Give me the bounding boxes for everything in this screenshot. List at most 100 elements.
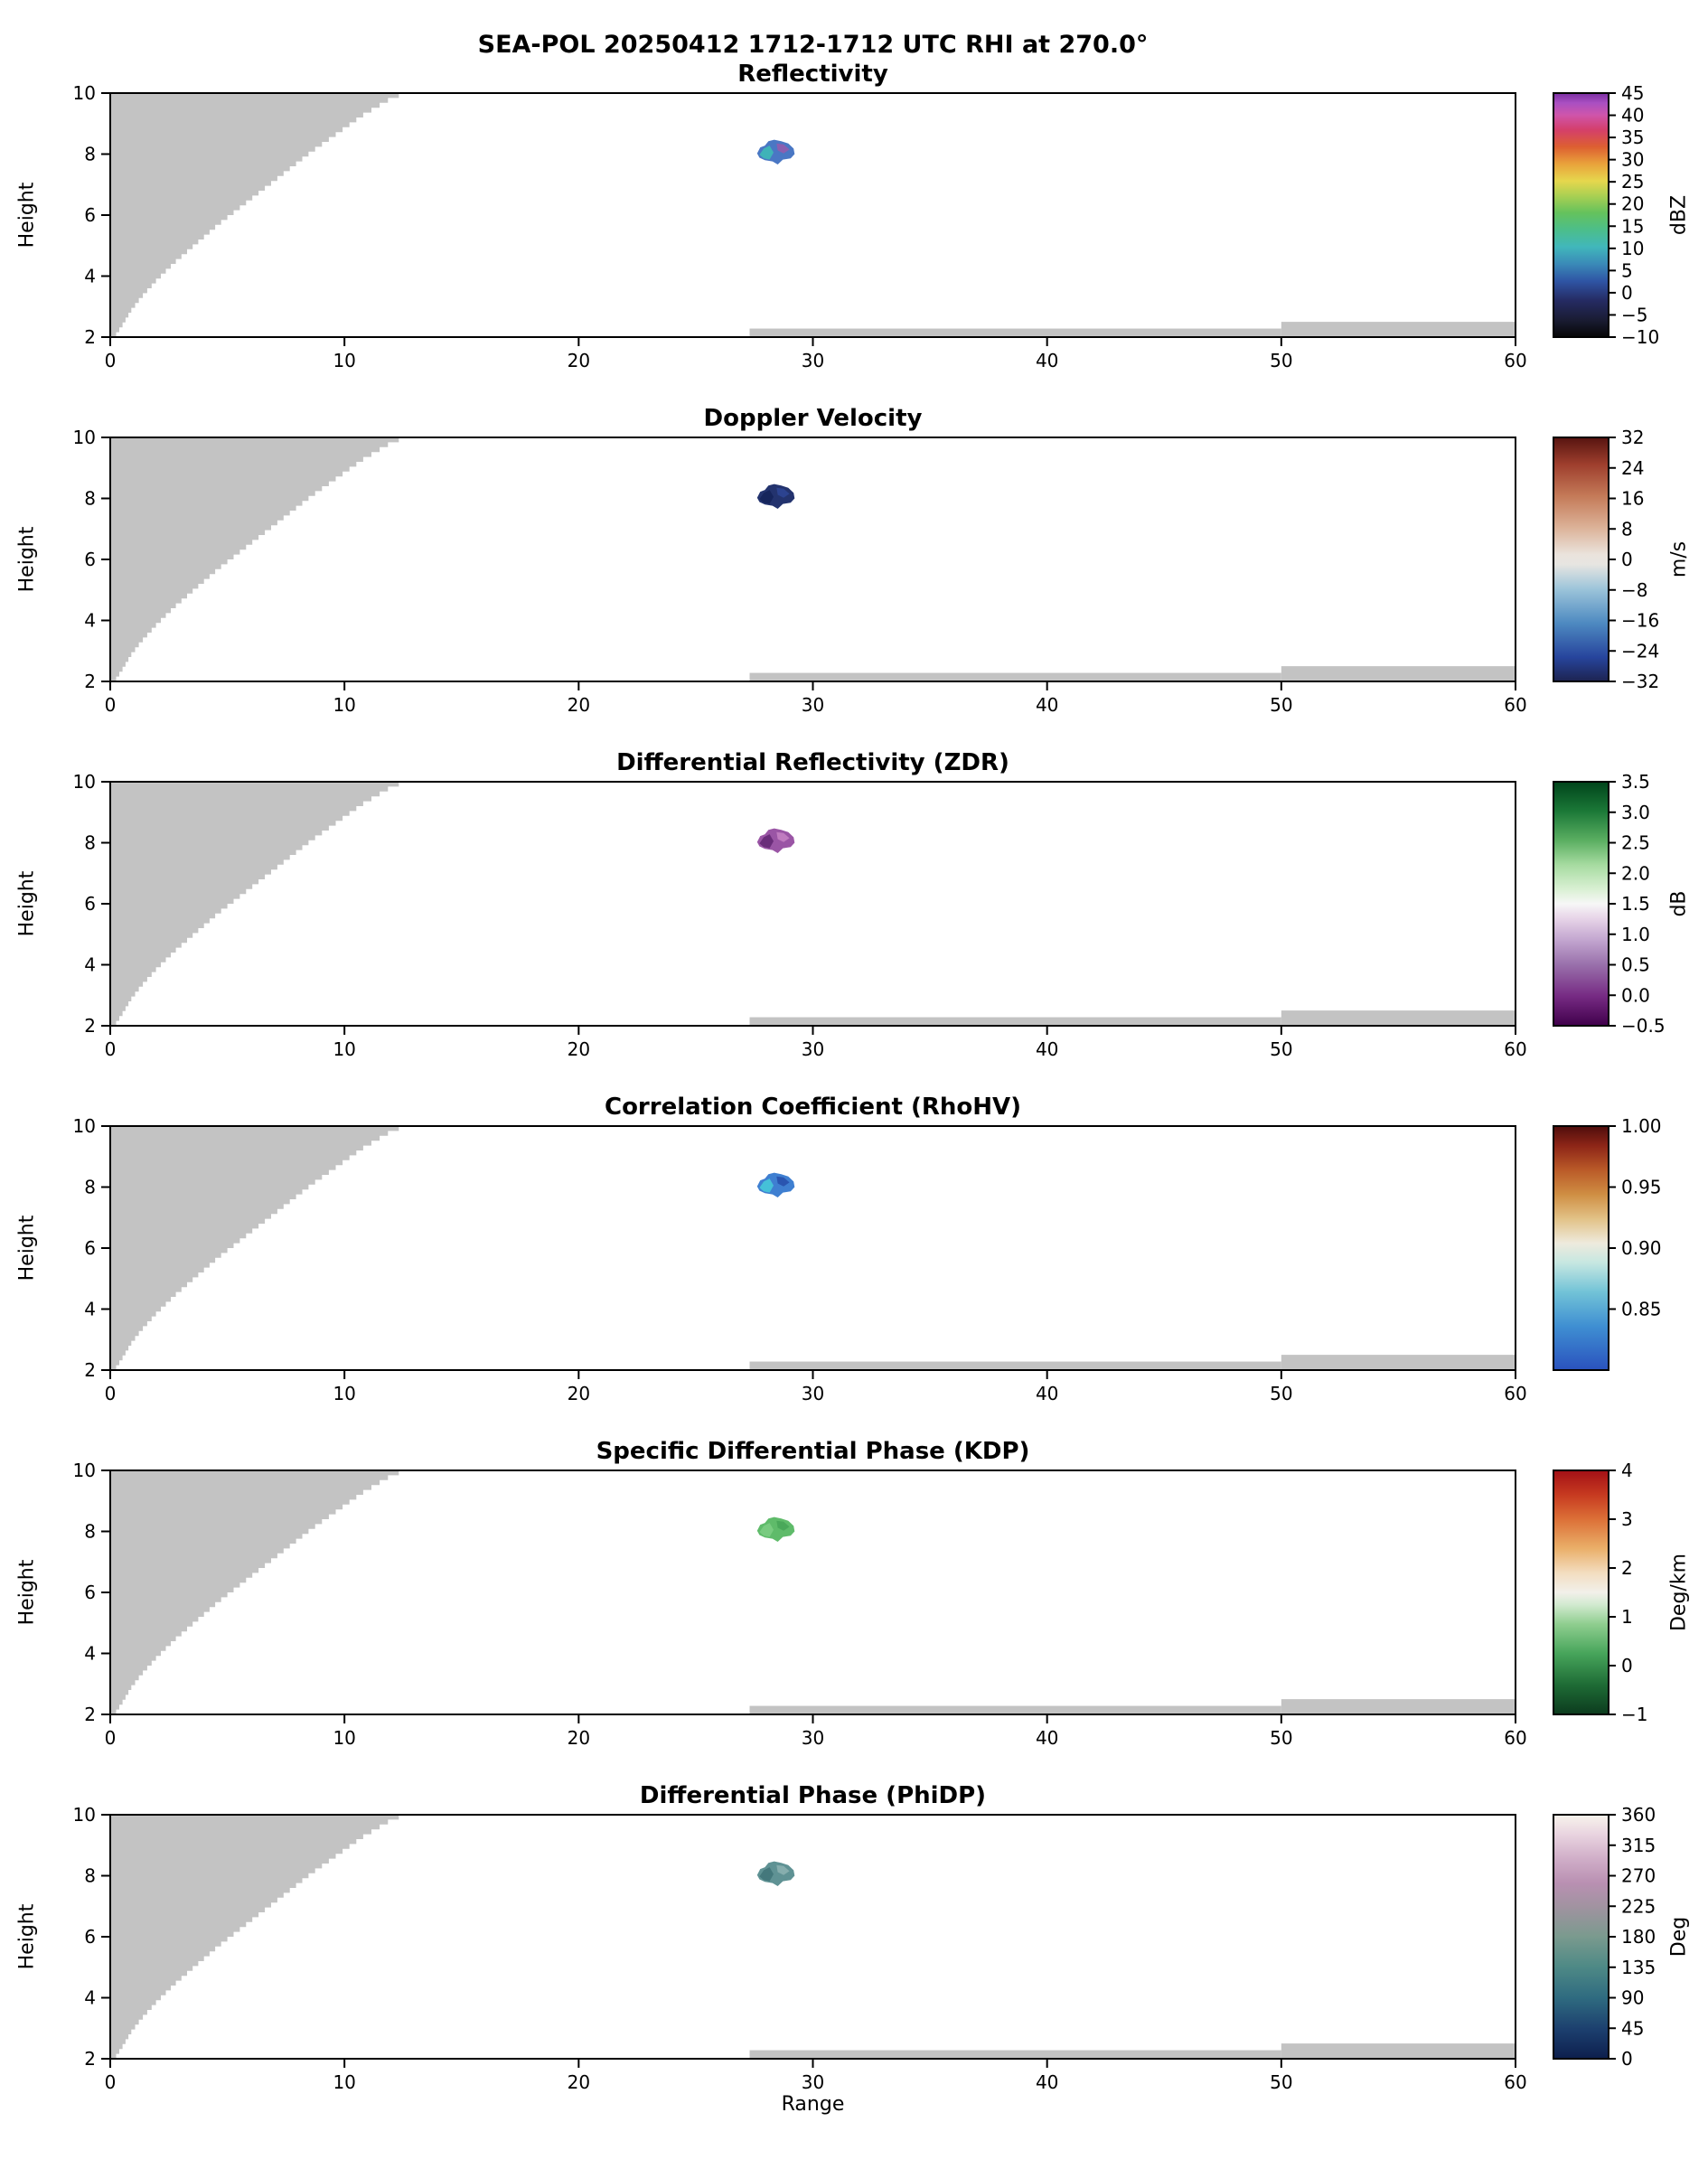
svg-text:6: 6 — [84, 204, 96, 226]
rhi-plot-canvas: 0 10 20 30 40 50 60 2 4 6 8 10 360 315 270 225 180 135 90 4… — [73, 1804, 1656, 2093]
svg-text:−16: −16 — [1621, 610, 1659, 632]
colorbar-units-label: m/s — [1667, 540, 1691, 578]
svg-text:8: 8 — [84, 488, 96, 510]
svg-text:6: 6 — [84, 1582, 96, 1603]
svg-text:10: 10 — [73, 771, 96, 793]
panel-title: Correlation Coefficient (RhoHV) — [604, 1094, 1021, 1121]
svg-text:8: 8 — [84, 1521, 96, 1543]
svg-text:0: 0 — [105, 694, 117, 716]
svg-text:2: 2 — [1621, 1557, 1633, 1579]
svg-text:60: 60 — [1504, 1383, 1526, 1404]
svg-text:60: 60 — [1504, 694, 1526, 716]
svg-text:45: 45 — [1621, 2017, 1644, 2039]
svg-text:30: 30 — [802, 2071, 824, 2093]
svg-text:30: 30 — [802, 1038, 824, 1060]
panel-rhohv: Correlation Coefficient (RhoHV) Height 0… — [0, 1094, 1708, 1438]
svg-text:2.0: 2.0 — [1621, 862, 1650, 884]
svg-text:60: 60 — [1504, 1727, 1526, 1749]
figure-title: SEA-POL 20250412 1712-1712 UTC RHI at 27… — [477, 31, 1149, 59]
svg-text:−8: −8 — [1621, 579, 1647, 601]
svg-text:32: 32 — [1621, 427, 1644, 448]
svg-text:16: 16 — [1621, 488, 1644, 510]
svg-text:4: 4 — [84, 954, 96, 976]
svg-text:10: 10 — [333, 1383, 355, 1404]
svg-text:40: 40 — [1621, 105, 1644, 127]
svg-text:10: 10 — [73, 1115, 96, 1137]
svg-text:1.00: 1.00 — [1621, 1115, 1662, 1137]
svg-text:4: 4 — [84, 610, 96, 632]
svg-text:4: 4 — [84, 266, 96, 287]
svg-text:50: 50 — [1270, 1038, 1292, 1060]
svg-text:0.95: 0.95 — [1621, 1177, 1662, 1198]
svg-text:50: 50 — [1270, 1383, 1292, 1404]
svg-text:60: 60 — [1504, 2071, 1526, 2093]
svg-text:10: 10 — [73, 427, 96, 448]
svg-text:10: 10 — [333, 2071, 355, 2093]
svg-text:0.85: 0.85 — [1621, 1299, 1662, 1320]
svg-text:60: 60 — [1504, 1038, 1526, 1060]
svg-text:−0.5: −0.5 — [1621, 1015, 1666, 1037]
svg-text:20: 20 — [568, 350, 590, 371]
svg-text:6: 6 — [84, 893, 96, 915]
svg-text:0: 0 — [105, 1727, 117, 1749]
svg-text:−24: −24 — [1621, 640, 1659, 662]
svg-text:0: 0 — [105, 1038, 117, 1060]
svg-text:0: 0 — [1621, 2048, 1633, 2070]
svg-text:90: 90 — [1621, 1987, 1644, 2009]
svg-text:30: 30 — [802, 350, 824, 371]
svg-text:0: 0 — [105, 2071, 117, 2093]
svg-text:20: 20 — [568, 1727, 590, 1749]
colorbar-units-label: dB — [1667, 890, 1691, 917]
svg-text:2: 2 — [84, 1359, 96, 1381]
svg-text:10: 10 — [333, 1727, 355, 1749]
svg-text:2: 2 — [84, 2048, 96, 2070]
svg-text:3.0: 3.0 — [1621, 802, 1650, 823]
panel-title: Specific Differential Phase (KDP) — [596, 1438, 1030, 1465]
colorbar-units-label: Deg — [1667, 1916, 1691, 1958]
svg-text:50: 50 — [1270, 2071, 1292, 2093]
svg-text:0: 0 — [1621, 549, 1633, 570]
svg-text:10: 10 — [73, 1804, 96, 1826]
svg-text:2.5: 2.5 — [1621, 832, 1650, 854]
svg-text:10: 10 — [333, 350, 355, 371]
svg-text:10: 10 — [333, 1038, 355, 1060]
svg-text:−1: −1 — [1621, 1704, 1647, 1725]
svg-text:20: 20 — [568, 1383, 590, 1404]
svg-text:30: 30 — [802, 694, 824, 716]
svg-text:40: 40 — [1036, 350, 1058, 371]
svg-text:3.5: 3.5 — [1621, 771, 1650, 793]
svg-text:10: 10 — [73, 82, 96, 104]
svg-text:1.5: 1.5 — [1621, 893, 1650, 915]
svg-text:6: 6 — [84, 549, 96, 570]
svg-text:0: 0 — [105, 350, 117, 371]
svg-text:20: 20 — [1621, 193, 1644, 215]
svg-text:3: 3 — [1621, 1508, 1633, 1530]
svg-text:270: 270 — [1621, 1865, 1656, 1887]
svg-text:8: 8 — [1621, 518, 1633, 540]
svg-text:0: 0 — [105, 1383, 117, 1404]
panel-doppler-velocity: Doppler Velocity Height 0 10 20 30 40 50 60 2 4 6… — [0, 405, 1708, 749]
svg-text:4: 4 — [84, 1987, 96, 2009]
svg-text:2: 2 — [84, 326, 96, 348]
panel-kdp: Specific Differential Phase (KDP) Height… — [0, 1438, 1708, 1782]
panel-title: Differential Phase (PhiDP) — [639, 1782, 987, 1809]
svg-text:4: 4 — [84, 1299, 96, 1320]
svg-text:135: 135 — [1621, 1957, 1656, 1978]
svg-text:315: 315 — [1621, 1835, 1656, 1856]
svg-text:4: 4 — [1621, 1460, 1633, 1481]
svg-text:0: 0 — [1621, 282, 1633, 304]
colorbar-units-label: dBZ — [1667, 194, 1691, 236]
svg-text:30: 30 — [802, 1727, 824, 1749]
svg-text:−32: −32 — [1621, 671, 1659, 692]
svg-text:8: 8 — [84, 144, 96, 165]
panel-title: Reflectivity — [737, 61, 888, 88]
svg-text:6: 6 — [84, 1926, 96, 1948]
svg-text:15: 15 — [1621, 215, 1644, 237]
svg-text:8: 8 — [84, 1177, 96, 1198]
svg-text:20: 20 — [568, 1038, 590, 1060]
svg-text:180: 180 — [1621, 1926, 1656, 1948]
svg-text:2: 2 — [84, 1015, 96, 1037]
svg-text:−5: −5 — [1621, 304, 1647, 325]
